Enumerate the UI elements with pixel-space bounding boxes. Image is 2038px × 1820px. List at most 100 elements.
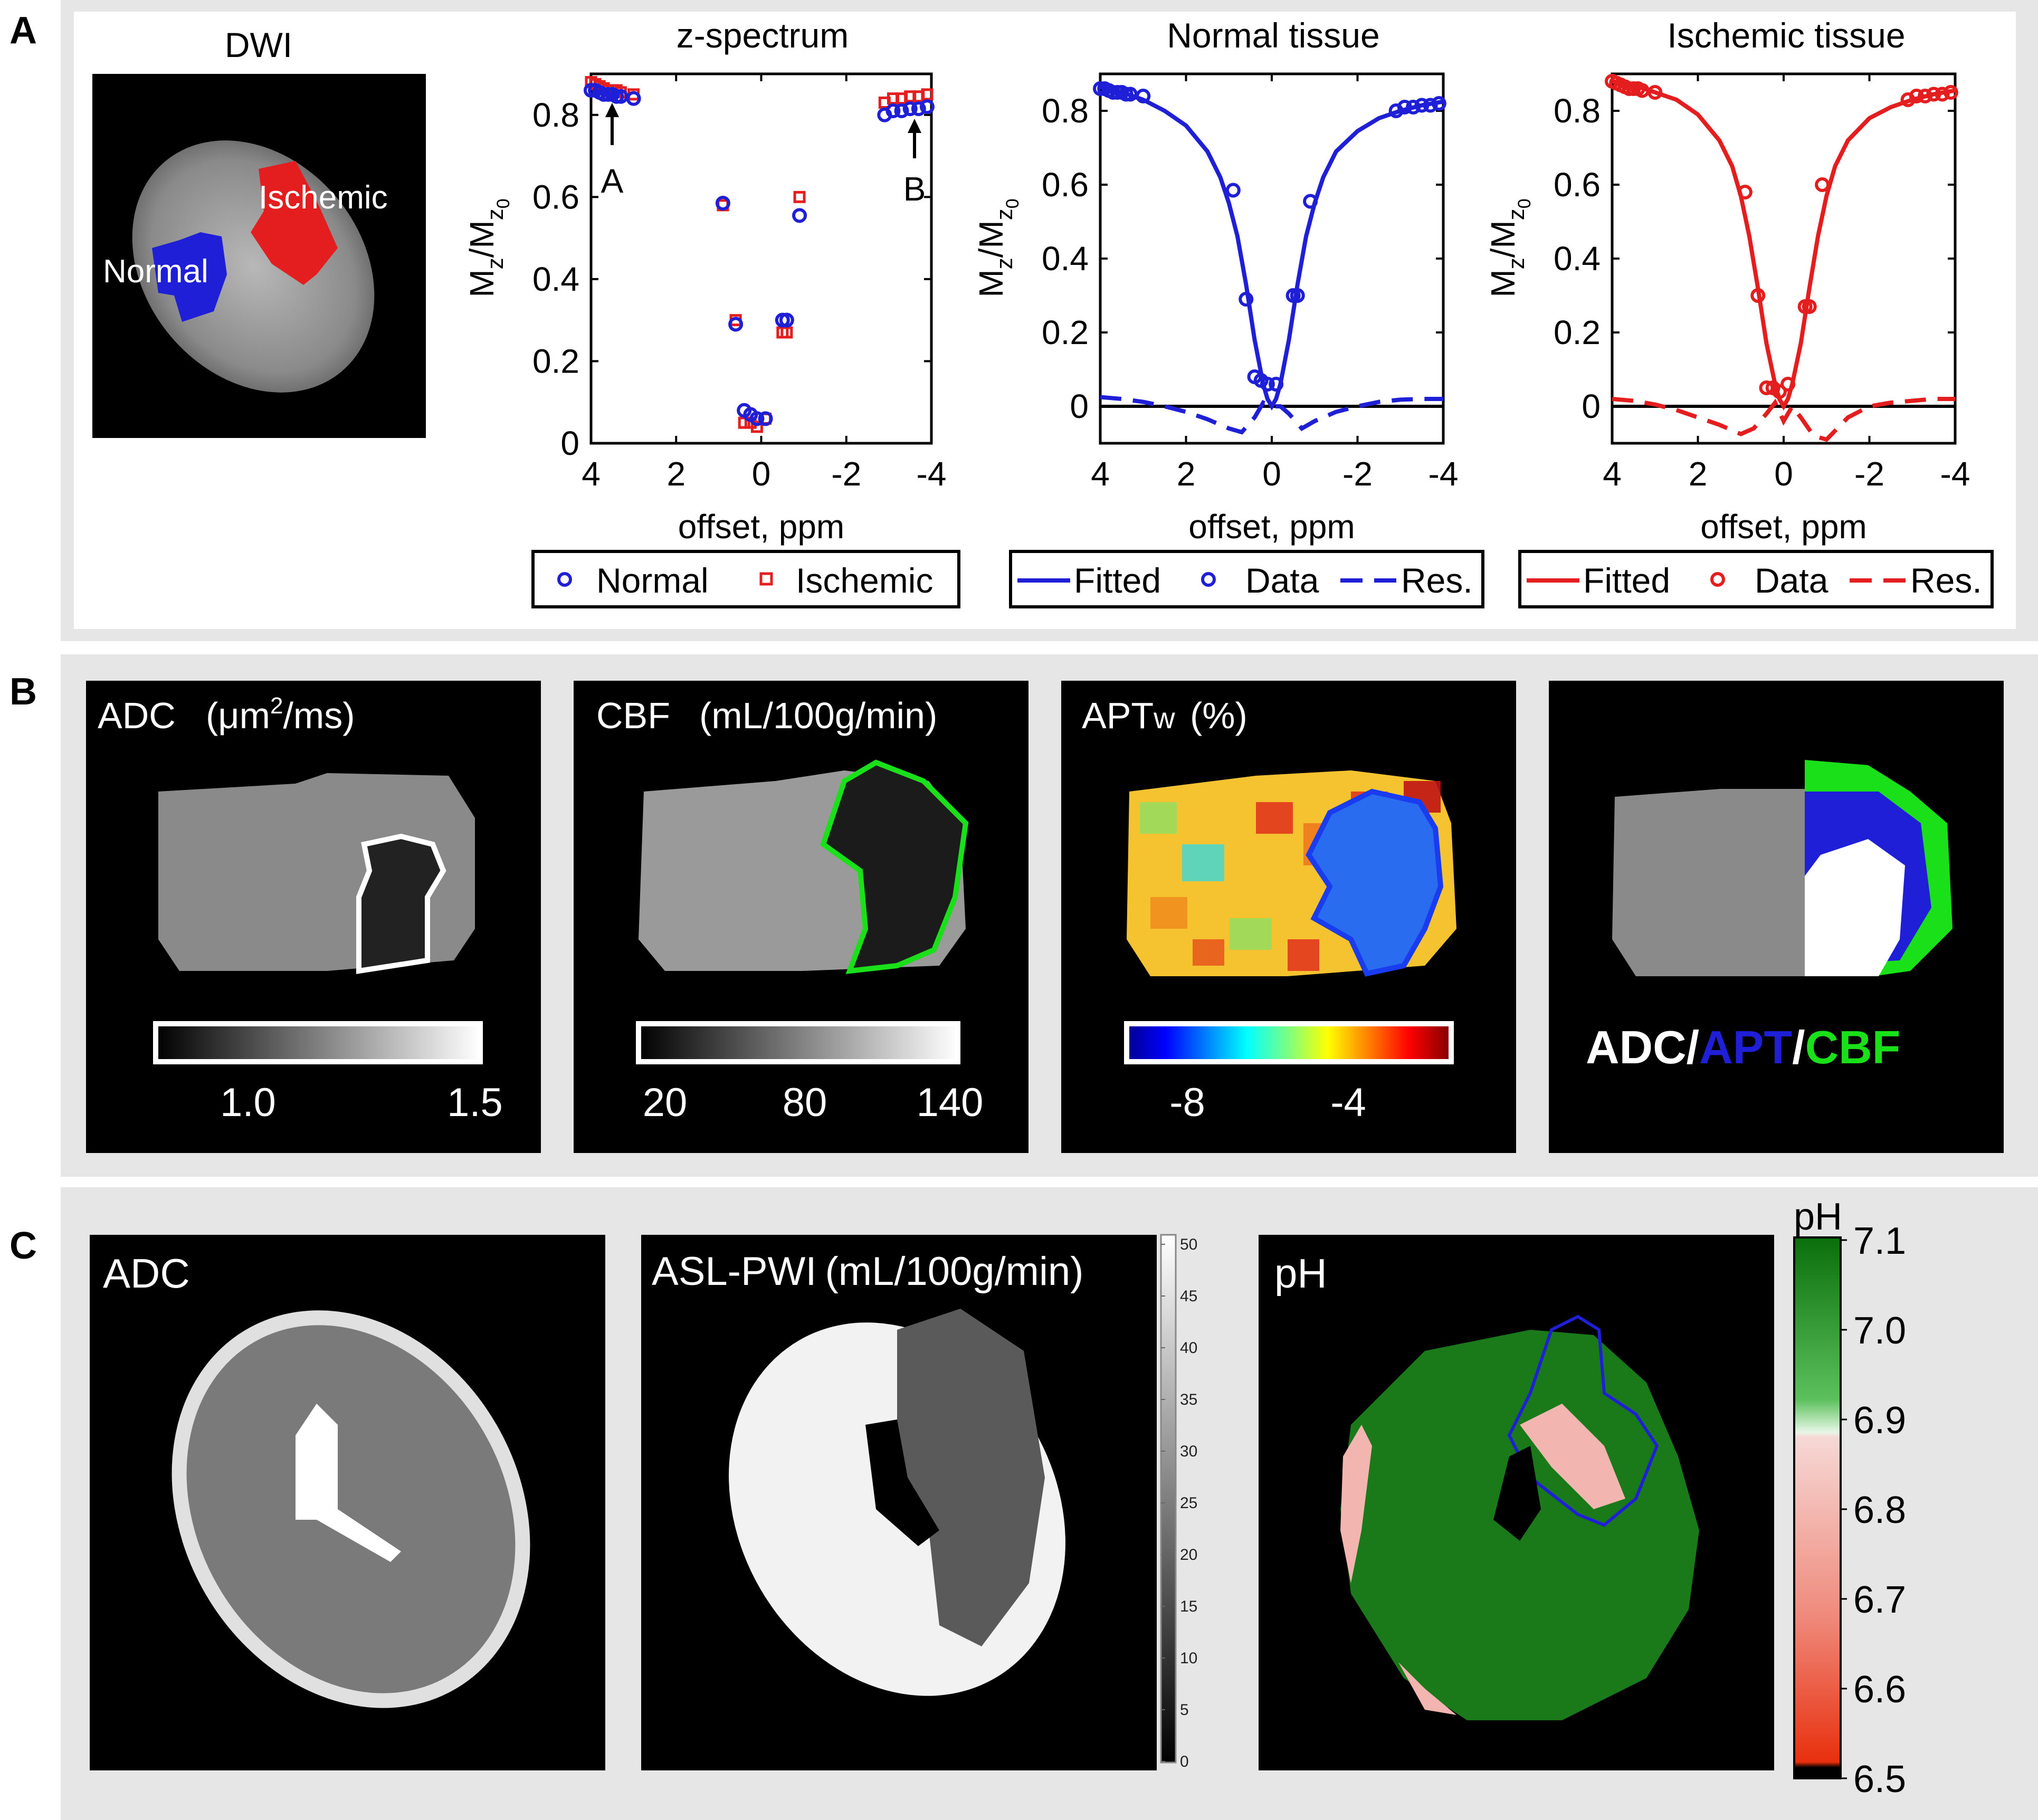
- b-cbf-tick-1: 20: [643, 1080, 688, 1125]
- ytick-label: 0.2: [1042, 313, 1089, 351]
- b-overlay-label-cbf: CBF: [1805, 1021, 1901, 1073]
- data-point: [1943, 85, 1958, 100]
- normal-legend-fitted: Fitted: [1074, 561, 1161, 600]
- b-cbf-roi: [820, 759, 969, 974]
- b-aptw-tick-2: -4: [1330, 1080, 1366, 1125]
- data-point: [1290, 288, 1305, 303]
- b-cbf-tick-2: 80: [783, 1080, 827, 1125]
- b-adc-unit-sup: 2: [270, 693, 283, 719]
- residual-curve: [1100, 395, 1443, 435]
- ischemic-data-point: [793, 190, 806, 203]
- data-point: [1260, 377, 1275, 392]
- panel-c-letter: C: [9, 1225, 37, 1267]
- asl-tick-label: 45: [1180, 1288, 1197, 1305]
- data-point: [1918, 89, 1933, 103]
- arrow-a: [605, 103, 619, 145]
- normal-legend: Fitted Data Res.: [1009, 550, 1484, 608]
- b-aptw-title-main: APT: [1082, 695, 1154, 736]
- c-ph-pink-regions: [1340, 1404, 1625, 1715]
- b-adc-tick-2: 1.5: [447, 1080, 503, 1125]
- xtick-label: -2: [831, 455, 861, 493]
- ytick-label: 0.6: [532, 178, 579, 216]
- b-overlay-label-adc: ADC: [1586, 1021, 1687, 1073]
- b-aptw-title: APTw: [1082, 695, 1175, 736]
- data-point: [1935, 87, 1950, 102]
- b-overlay-brain: [1612, 789, 1805, 976]
- data-point: [1759, 380, 1774, 395]
- normal-data-point: [626, 91, 641, 106]
- asl-tick-label: 15: [1180, 1598, 1197, 1615]
- c-ph-roi: [1507, 1314, 1659, 1527]
- ytick-label: 0.6: [1554, 166, 1601, 204]
- data-point: [1423, 98, 1438, 113]
- ph-tick-label: 6.8: [1853, 1489, 1906, 1531]
- xtick-label: -2: [1854, 455, 1884, 493]
- data-point: [1225, 183, 1241, 198]
- normal-data-point: [885, 103, 901, 118]
- normal-data-point: [792, 208, 807, 223]
- normal-legend-data: Data: [1245, 561, 1319, 600]
- zspec-legend: Normal Ischemic: [531, 550, 960, 608]
- normal-data-point: [911, 101, 926, 117]
- zspec-title: z-spectrum: [677, 16, 849, 55]
- dwi-title: DWI: [225, 25, 292, 64]
- ytick-label: 0.4: [1554, 240, 1601, 278]
- asl-tick-label: 30: [1180, 1443, 1197, 1460]
- ph-tick-label: 6.6: [1853, 1669, 1906, 1711]
- b-overlay-sep2: /: [1792, 1021, 1805, 1073]
- y-axis-label: Mz/Mz0: [463, 198, 513, 297]
- ischemic-legend: Fitted Data Res.: [1518, 550, 1994, 608]
- ischemic-tissue-plot: 0 0.2 0.4 0.6 0.8 4 2 0 -2 -4 offset, ppm Mz/Mz0: [1484, 72, 1970, 546]
- data-point: [1815, 177, 1830, 192]
- dwi-ischemic-label: Ischemic: [259, 179, 388, 216]
- b-adc-unit-post: /ms): [283, 695, 355, 736]
- b-overlay-label-apt: APT: [1699, 1021, 1792, 1073]
- legend-normal-marker: [557, 572, 572, 587]
- c-asl-lesion: [897, 1309, 1045, 1646]
- b-cbf-tick-3: 140: [917, 1080, 984, 1125]
- panel-b-letter: B: [9, 671, 37, 713]
- asl-tick-label: 50: [1180, 1236, 1197, 1253]
- data-point: [1780, 377, 1796, 392]
- legend-ischemic-marker: [759, 572, 773, 586]
- b-aptw-roi: [1306, 788, 1444, 977]
- xtick-label: -4: [917, 455, 947, 493]
- c-asl-colorbar: [1160, 1234, 1177, 1764]
- data-point: [1802, 299, 1817, 314]
- b-aptw-unit: (%): [1190, 695, 1247, 736]
- ytick-label: 0.6: [1042, 166, 1089, 204]
- zspectrum-plot: 0 0.2 0.4 0.6 0.8 4 2 0 -2 -4 offset, ppm Mz/Mz0: [463, 72, 947, 546]
- ph-tick-label: 7.1: [1853, 1220, 1906, 1262]
- xtick-label: 4: [1603, 455, 1622, 493]
- xtick-label: 2: [666, 455, 685, 493]
- b-cbf-colorbar: [636, 1021, 960, 1064]
- c-adc-title: ADC: [103, 1250, 190, 1297]
- ytick-label: 0.8: [1042, 92, 1089, 130]
- ytick-label: 0.2: [1554, 313, 1601, 351]
- data-point: [1431, 96, 1446, 111]
- xtick-label: 0: [752, 455, 771, 493]
- ytick-label: 0.8: [1554, 92, 1601, 130]
- ph-tick-label: 6.9: [1853, 1399, 1906, 1442]
- legend-ischemic-label: Ischemic: [796, 561, 933, 600]
- ischemic-plot-title: Ischemic tissue: [1667, 16, 1905, 55]
- normal-data-point: [728, 317, 744, 332]
- ischemic-data-point: [921, 88, 934, 101]
- data-point: [1926, 87, 1941, 102]
- xtick-label: 2: [1689, 455, 1708, 493]
- b-aptw-colorbar: [1124, 1021, 1454, 1064]
- ph-tick-label: 6.7: [1853, 1579, 1906, 1621]
- normal-plot-title: Normal tissue: [1167, 16, 1379, 55]
- dwi-normal-roi: [152, 232, 227, 322]
- data-point: [1647, 85, 1663, 100]
- y-axis-label: Mz/Mz0: [972, 198, 1023, 297]
- dwi-normal-label: Normal: [103, 253, 208, 290]
- data-point: [1397, 100, 1412, 115]
- b-adc-roi: [356, 833, 446, 974]
- xtick-label: -4: [1428, 455, 1459, 493]
- b-adc-colorbar: [153, 1021, 483, 1064]
- xtick-label: 4: [1091, 455, 1110, 493]
- c-ph-colorbar-ticks: 6.5 6.6 6.7 6.8 6.9 7.0 7.1: [1841, 1220, 1906, 1800]
- data-point: [1303, 194, 1318, 209]
- ph-tick-label: 6.5: [1853, 1758, 1906, 1800]
